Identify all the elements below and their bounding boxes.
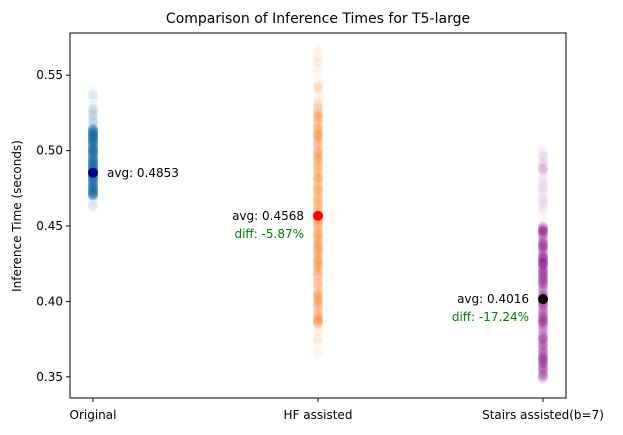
x-tick-label: Stairs assisted(b=7) <box>482 408 604 422</box>
data-point <box>538 311 548 321</box>
data-point <box>313 182 323 192</box>
data-point <box>313 113 323 123</box>
data-point <box>313 320 323 330</box>
data-point <box>313 299 323 309</box>
y-tick-label: 0.55 <box>36 68 63 82</box>
data-point <box>313 230 323 240</box>
series-points <box>88 86 98 212</box>
data-point <box>313 280 323 290</box>
data-point <box>538 280 548 290</box>
x-axis: Original HF assisted Stairs assisted(b=7) <box>70 398 604 422</box>
y-axis: 0.35 0.40 0.45 0.50 0.55 <box>36 68 70 384</box>
data-point <box>538 231 548 241</box>
data-point <box>88 186 98 196</box>
x-tick-label: HF assisted <box>284 408 353 422</box>
data-point <box>313 169 323 179</box>
average-label: avg: 0.4016 <box>457 292 529 306</box>
chart-title: Comparison of Inference Times for T5-lar… <box>166 11 470 27</box>
data-point <box>88 104 98 114</box>
data-point <box>313 290 323 300</box>
series-points <box>313 43 323 357</box>
y-tick-label: 0.45 <box>36 219 63 233</box>
data-point <box>313 80 323 90</box>
x-tick-label: Original <box>70 408 117 422</box>
plot-frame <box>69 32 567 399</box>
y-tick-label: 0.35 <box>36 370 63 384</box>
data-point <box>313 262 323 272</box>
data-point <box>88 177 98 187</box>
average-point <box>88 167 98 178</box>
data-point <box>313 246 323 256</box>
diff-label: diff: -17.24% <box>452 310 529 324</box>
average-point <box>538 294 548 305</box>
data-point <box>313 199 323 209</box>
data-point <box>538 370 548 380</box>
average-label: avg: 0.4853 <box>107 166 179 180</box>
y-axis-label: Inference Time (seconds) <box>10 140 24 292</box>
data-point <box>88 202 98 212</box>
data-point <box>313 347 323 357</box>
diff-label: diff: -5.87% <box>234 227 304 241</box>
data-point <box>538 323 548 333</box>
data-point <box>538 264 548 274</box>
data-point <box>313 101 323 111</box>
data-point <box>88 140 98 150</box>
data-point <box>88 127 98 137</box>
data-point <box>538 354 548 364</box>
series-points <box>538 145 548 384</box>
data-point <box>313 145 323 155</box>
average-markers: avg: 0.4853 avg: 0.4568 diff: -5.87% avg: 0… <box>88 166 548 324</box>
data-point <box>538 183 548 193</box>
y-tick-label: 0.50 <box>36 144 63 158</box>
data-point <box>88 90 98 100</box>
data-point <box>313 126 323 136</box>
data-point <box>313 334 323 344</box>
data-point <box>313 53 323 63</box>
data-point <box>538 205 548 215</box>
average-point <box>313 210 323 221</box>
average-label: avg: 0.4568 <box>232 209 304 223</box>
data-point <box>538 163 548 173</box>
data-point <box>538 344 548 354</box>
y-tick-label: 0.40 <box>36 294 63 308</box>
